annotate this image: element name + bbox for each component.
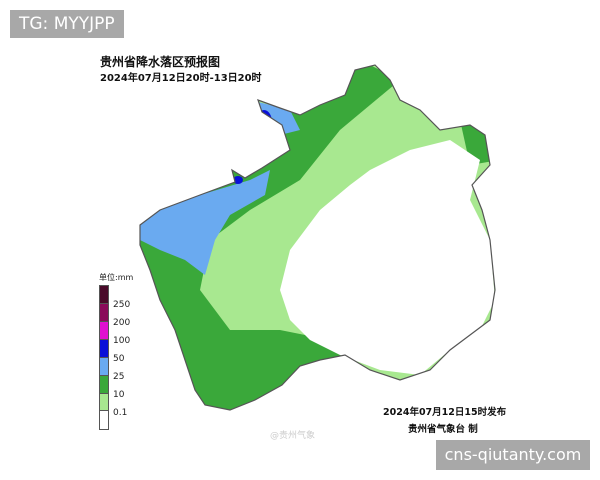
legend-label: 0.1 (113, 408, 128, 418)
legend-label: 200 (113, 318, 131, 328)
legend-item: 100 (99, 321, 133, 346)
issuer: 贵州省气象台 制 (408, 424, 478, 435)
legend-swatch (99, 303, 109, 322)
legend-item: 250 (99, 285, 133, 310)
legend-label: 250 (113, 300, 131, 310)
legend-item: 25 (99, 357, 133, 382)
legend-item: 0.1 (99, 393, 133, 418)
legend-label: 10 (113, 390, 125, 400)
site-label: cns-qiutanty.com (436, 440, 590, 470)
no-rain-zone (280, 140, 495, 375)
legend-item: 50 (99, 339, 133, 364)
legend-swatch (99, 339, 109, 358)
overlay-tag: TG: MYYJPP (10, 10, 124, 38)
legend-swatch (99, 285, 109, 304)
map-period: 2024年07月12日20时-13日20时 (100, 73, 262, 84)
legend-swatch (99, 410, 109, 430)
rain-10-25-zone (140, 65, 400, 410)
legend-item: 10 (99, 375, 133, 400)
legend-swatch (99, 375, 109, 394)
rain-25-50-zone-north (250, 100, 300, 135)
legend-swatch (99, 321, 109, 340)
rain-25-50-zone (140, 170, 270, 275)
legend-swatch (99, 357, 109, 376)
legend-swatch (99, 393, 109, 412)
legend-item (99, 410, 133, 430)
legend-label: 100 (113, 336, 131, 346)
legend-label: 50 (113, 354, 125, 364)
issue-time: 2024年07月12日15时发布 (383, 407, 507, 418)
map-title: 贵州省降水落区预报图 (100, 55, 221, 69)
legend-item: 200 (99, 303, 133, 328)
watermark: @贵州气象 (270, 431, 316, 441)
legend: 单位:mm 250 200 100 50 25 10 0.1 (99, 272, 133, 430)
legend-label: 25 (113, 372, 125, 382)
legend-unit: 单位:mm (99, 273, 134, 282)
